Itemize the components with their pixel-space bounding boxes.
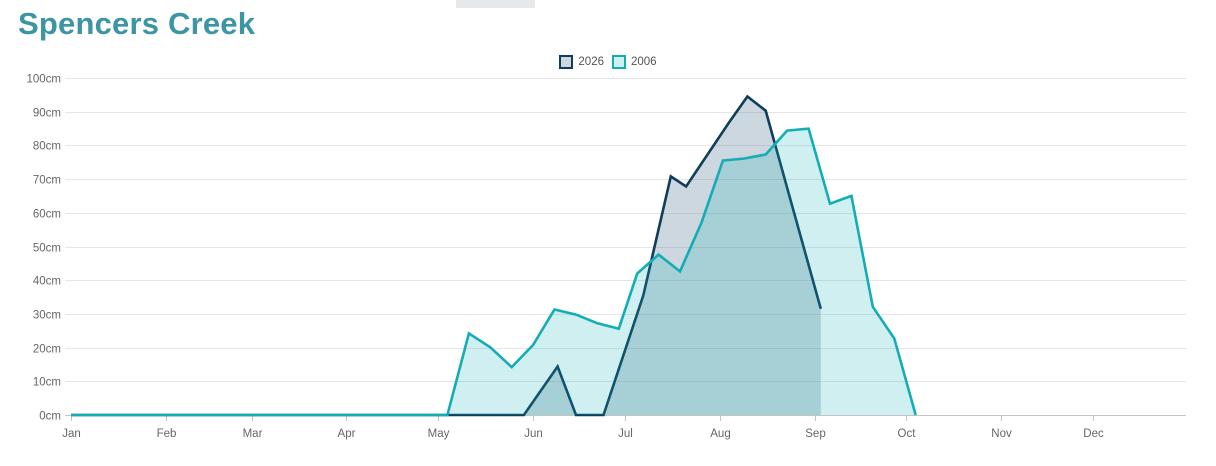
series-area-2006 (71, 128, 916, 415)
data-point-2006[interactable] (720, 158, 726, 164)
y-tick-label: 80cm (33, 141, 61, 153)
data-point-2006[interactable] (677, 268, 683, 274)
y-tick-label: 70cm (33, 175, 61, 187)
top-tab[interactable] (456, 0, 535, 8)
data-point-2026[interactable] (683, 184, 689, 190)
data-point-2006[interactable] (616, 326, 622, 332)
data-point-2006[interactable] (913, 412, 919, 418)
y-tick-label: 60cm (33, 209, 61, 221)
data-point-2026[interactable] (763, 108, 769, 114)
y-tick-label: 90cm (33, 108, 61, 120)
x-tick-label: Jan (62, 428, 81, 440)
data-point-2006[interactable] (656, 252, 662, 258)
x-tick-label: Oct (898, 428, 917, 440)
x-tick-label: Jun (524, 428, 543, 440)
legend-swatch-2026 (559, 55, 574, 69)
data-point-2006[interactable] (487, 344, 493, 350)
y-tick-label: 0cm (39, 411, 61, 423)
data-point-2006[interactable] (466, 330, 472, 336)
x-tick-label: Apr (338, 428, 356, 440)
page-title: Spencers Creek (18, 6, 256, 41)
axis-layer: 0cm 10cm 20cm 30cm 40cm 50cm 60cm 70cm 80cm 90cm 1… (26, 74, 1104, 441)
series-area-2026 (71, 96, 821, 415)
data-point-2006[interactable] (806, 126, 812, 132)
x-tick-label: Sep (805, 428, 825, 440)
legend-label-2026: 2026 (578, 56, 604, 68)
data-point-2006[interactable] (699, 220, 705, 226)
data-point-2006[interactable] (594, 320, 600, 326)
y-tick-label: 10cm (33, 377, 61, 389)
data-point-2006[interactable] (763, 152, 769, 158)
data-point-2006[interactable] (784, 128, 790, 134)
legend-swatch-2006 (612, 55, 626, 69)
legend-item-2006[interactable]: 2006 (612, 55, 657, 69)
data-point-2006[interactable] (891, 336, 897, 342)
y-tick-label: 100cm (26, 74, 61, 86)
y-tick-label: 30cm (33, 310, 61, 322)
series-line-2026[interactable] (71, 94, 823, 417)
y-tick-label: 20cm (33, 344, 61, 356)
series-layer (68, 94, 919, 418)
data-point-2006[interactable] (509, 364, 515, 370)
data-point-2006[interactable] (848, 193, 854, 199)
data-point-2006[interactable] (827, 201, 833, 207)
x-tick-label: Aug (710, 428, 730, 440)
y-tick-label: 40cm (33, 276, 61, 288)
series-line-2006[interactable] (71, 127, 917, 417)
data-point-2006[interactable] (68, 412, 74, 418)
y-tick-label: 50cm (33, 243, 61, 255)
data-point-2026[interactable] (726, 120, 732, 126)
x-tick-label: Nov (991, 428, 1012, 440)
data-point-2006[interactable] (870, 304, 876, 310)
data-point-2006[interactable] (530, 342, 536, 348)
data-point-2026[interactable] (668, 173, 674, 179)
legend-label-2006: 2006 (631, 56, 657, 68)
x-tick-label: Jul (618, 428, 633, 440)
chart-legend: 2026 2006 (0, 54, 1216, 70)
x-tick-label: May (428, 428, 450, 440)
x-tick-label: Dec (1083, 428, 1104, 440)
data-point-2006[interactable] (552, 307, 558, 313)
data-point-2006[interactable] (741, 156, 747, 162)
data-point-2006[interactable] (634, 271, 640, 277)
legend-item-2026[interactable]: 2026 (559, 55, 604, 69)
data-point-2006[interactable] (444, 412, 450, 418)
x-tick-label: Feb (157, 428, 177, 440)
x-tick-label: Mar (243, 428, 263, 440)
data-point-2026[interactable] (744, 94, 750, 100)
data-point-2006[interactable] (573, 312, 579, 318)
